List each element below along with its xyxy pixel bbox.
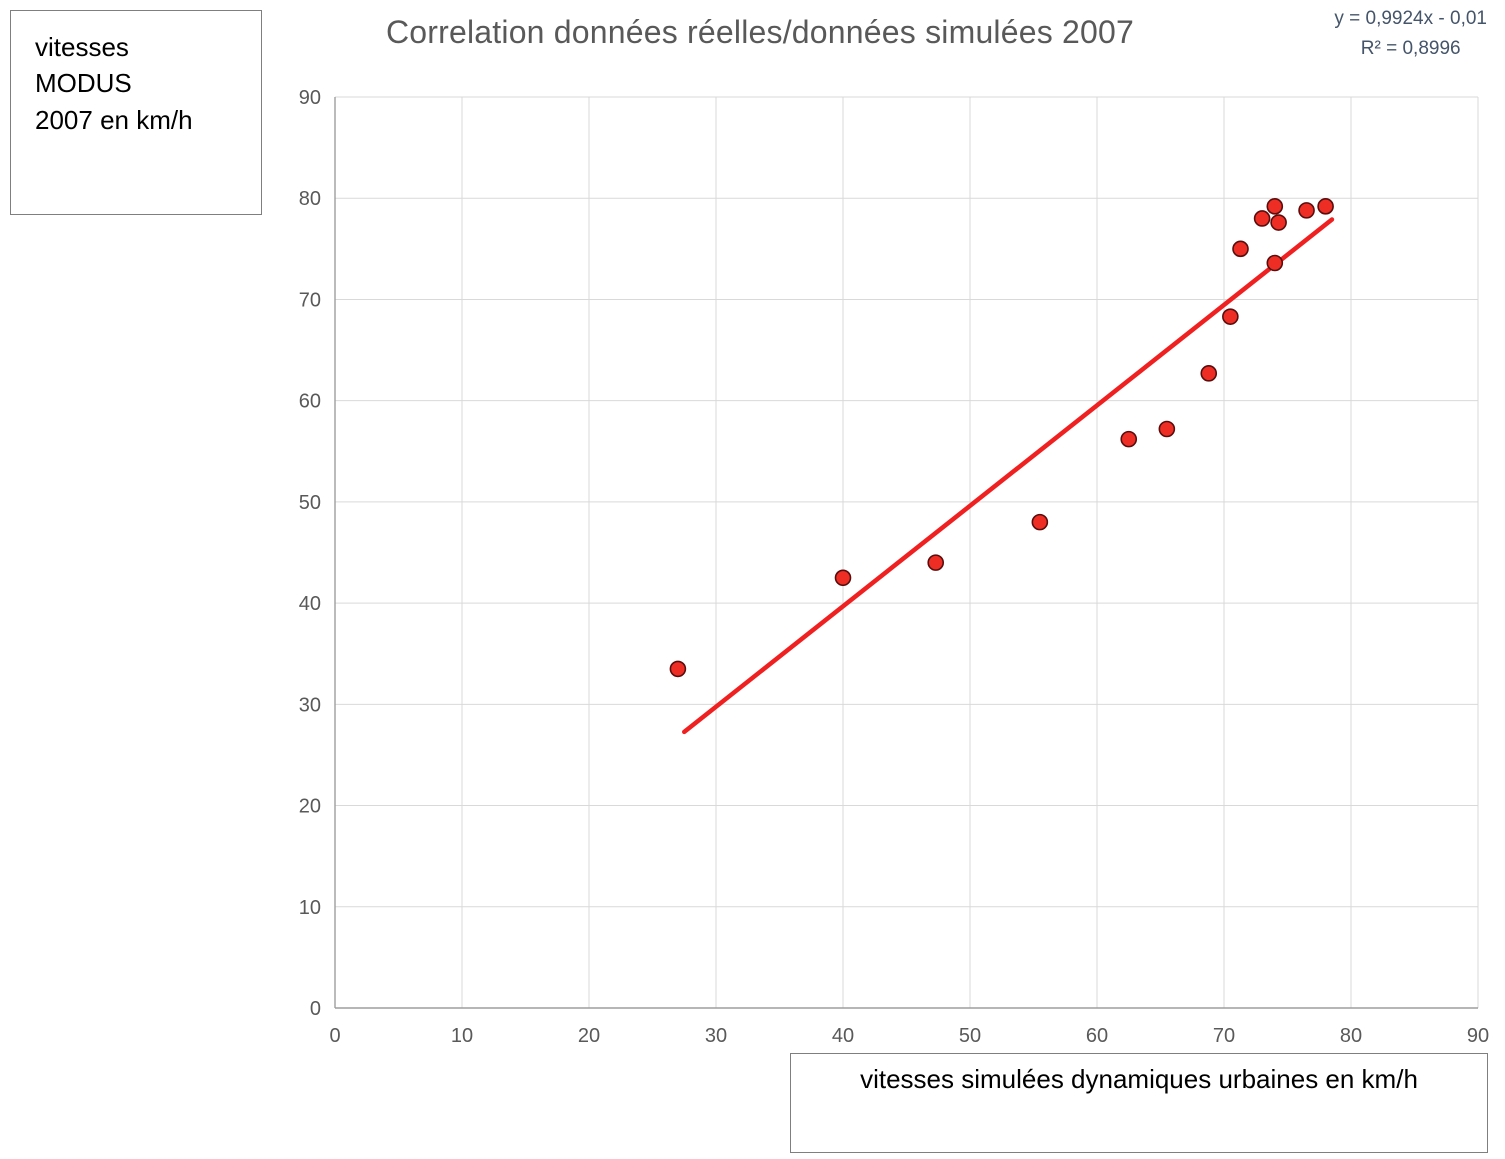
scatter-point xyxy=(1266,198,1284,215)
x-tick-label: 90 xyxy=(1467,1025,1489,1047)
x-tick-label: 30 xyxy=(705,1025,727,1047)
y-tick-label: 70 xyxy=(299,289,321,311)
scatter-point xyxy=(1120,430,1138,448)
trendline-equation: y = 0,9924x - 0,01 R² = 0,8996 xyxy=(1334,4,1487,65)
scatter-point xyxy=(927,554,945,571)
y-tick-label: 0 xyxy=(310,998,321,1020)
x-tick-label: 10 xyxy=(451,1025,473,1047)
x-tick-label: 20 xyxy=(578,1025,600,1047)
y-axis-label-line: vitesses xyxy=(35,32,129,62)
trendline xyxy=(682,217,1335,735)
scatter-point xyxy=(1031,513,1049,531)
scatter-point xyxy=(669,660,687,678)
y-tick-label: 30 xyxy=(299,694,321,716)
scatter-point xyxy=(1253,210,1271,227)
x-tick-label: 40 xyxy=(832,1025,854,1047)
y-tick-label: 10 xyxy=(299,897,321,919)
y-tick-label: 40 xyxy=(299,593,321,615)
y-axis-label-line: MODUS xyxy=(35,68,132,99)
scatter-point xyxy=(834,569,852,587)
y-tick-label: 90 xyxy=(299,87,321,109)
chart-title: Correlation données réelles/données simu… xyxy=(385,14,1135,50)
x-tick-label: 70 xyxy=(1213,1025,1235,1047)
y-tick-label: 80 xyxy=(299,188,321,210)
r-squared-line: R² = 0,8996 xyxy=(1360,38,1461,60)
y-tick-label: 20 xyxy=(299,796,321,818)
scatter-point xyxy=(1222,308,1239,325)
x-tick-label: 80 xyxy=(1340,1025,1362,1047)
y-axis-label-line: 2007 en km/h xyxy=(35,104,193,135)
x-axis-label-box: vitesses simulées dynamiques urbaines en… xyxy=(790,1053,1488,1153)
y-tick-label: 60 xyxy=(299,391,321,413)
scatter-point xyxy=(1200,365,1218,382)
scatter-point xyxy=(1298,202,1315,219)
y-tick-label: 50 xyxy=(299,492,321,514)
scatter-plot: 00 10 10 20 20 30 30 40 40 50 50 60 60 70 70 80 80 90 90 xyxy=(299,87,1489,1047)
scatter-point xyxy=(1317,198,1334,215)
x-axis-label: vitesses simulées dynamiques urbaines en… xyxy=(860,1064,1418,1094)
x-tick-label: 50 xyxy=(959,1025,981,1047)
y-axis-label-box: vitesses MODUS 2007 en km/h xyxy=(10,10,262,215)
scatter-point xyxy=(1232,240,1249,258)
scatter-point xyxy=(1158,420,1176,438)
scatter-point xyxy=(1270,214,1287,231)
x-tick-label: 0 xyxy=(329,1025,340,1047)
scatter-point xyxy=(1266,254,1284,272)
x-tick-label: 60 xyxy=(1086,1025,1108,1047)
equation-line: y = 0,9924x - 0,01 xyxy=(1334,8,1487,29)
